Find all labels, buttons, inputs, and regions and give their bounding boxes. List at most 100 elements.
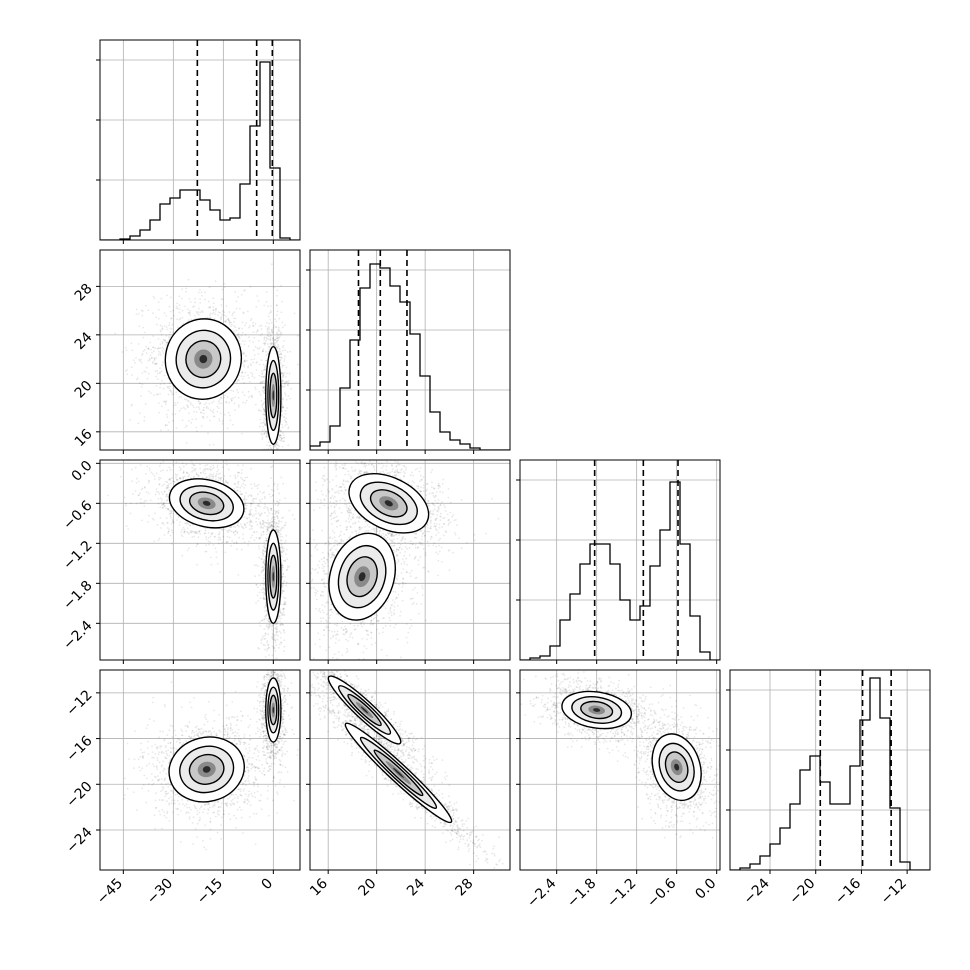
panel-frame bbox=[519, 669, 721, 871]
contour-line bbox=[344, 722, 453, 824]
x-tick-label: 20 bbox=[356, 876, 380, 900]
contour-line bbox=[269, 554, 278, 599]
x-tick-label: 0 bbox=[259, 876, 277, 894]
x-tick-label: −2.4 bbox=[524, 875, 559, 910]
density-level-4 bbox=[360, 706, 369, 714]
contour-line bbox=[265, 529, 282, 625]
x-tick-label: −12 bbox=[878, 876, 910, 908]
histogram-panel-2 bbox=[310, 250, 510, 450]
y-tick-label: −0.6 bbox=[60, 498, 95, 533]
y-tick-label: −1.2 bbox=[60, 538, 95, 573]
contour-line bbox=[359, 736, 438, 809]
x-tick-label: 28 bbox=[453, 876, 477, 900]
histogram-step bbox=[310, 263, 510, 450]
contour-line bbox=[188, 753, 225, 785]
contour-line bbox=[267, 542, 280, 611]
contour-line bbox=[265, 677, 282, 743]
contour-line bbox=[580, 700, 614, 720]
contour-line bbox=[188, 491, 225, 516]
density-level-4 bbox=[593, 708, 601, 712]
density-level-4 bbox=[393, 767, 404, 778]
density-level-4 bbox=[272, 571, 275, 582]
panel-frame bbox=[99, 39, 301, 241]
density-level-4 bbox=[272, 706, 275, 714]
panel-frame bbox=[309, 249, 511, 451]
x-tick-label: −1.8 bbox=[564, 876, 599, 911]
contour-line bbox=[337, 544, 387, 609]
contour-line bbox=[175, 329, 232, 389]
contour-line bbox=[168, 478, 245, 529]
density-level-4 bbox=[272, 390, 275, 401]
contour-line bbox=[164, 318, 243, 401]
x-tick-label: −20 bbox=[786, 876, 818, 908]
histogram-step bbox=[730, 677, 930, 870]
contour-line bbox=[265, 345, 282, 445]
y-tick-label: −24 bbox=[63, 824, 95, 856]
panel-frame bbox=[99, 669, 301, 871]
contour-line bbox=[328, 532, 396, 621]
scatter-panel-3-1 bbox=[100, 460, 300, 660]
contour-line bbox=[373, 749, 424, 797]
x-tick-label: 24 bbox=[404, 875, 428, 899]
scatter-panel-4-2 bbox=[310, 670, 510, 870]
scatter-panel-4-1 bbox=[100, 670, 300, 870]
scatter-panel-4-3 bbox=[520, 670, 720, 870]
y-tick-label: −2.4 bbox=[60, 618, 95, 653]
histogram-panel-3 bbox=[520, 460, 720, 660]
contour-line bbox=[347, 693, 382, 727]
panel-frame bbox=[729, 669, 931, 871]
panel-frame bbox=[309, 459, 511, 661]
panel-frame bbox=[99, 459, 301, 661]
contour-line bbox=[571, 696, 623, 724]
panel-frame bbox=[519, 459, 721, 661]
histogram-step bbox=[100, 61, 300, 240]
histogram-panel-1 bbox=[100, 40, 300, 240]
panel-frame bbox=[309, 669, 511, 871]
x-tick-label: −24 bbox=[741, 875, 773, 907]
contour-line bbox=[359, 481, 418, 526]
contour-line bbox=[369, 489, 408, 518]
x-tick-label: −45 bbox=[94, 876, 126, 908]
y-tick-label: −12 bbox=[63, 687, 95, 719]
contour-line bbox=[267, 686, 280, 734]
y-tick-label: −20 bbox=[63, 779, 95, 811]
contour-line bbox=[346, 556, 378, 598]
contour-line bbox=[337, 685, 392, 735]
density-level-4 bbox=[358, 572, 366, 582]
density-level-4 bbox=[202, 500, 211, 506]
contour-line bbox=[267, 359, 280, 432]
y-tick-label: −1.8 bbox=[60, 578, 95, 613]
panel-frame bbox=[99, 249, 301, 451]
scatter-panel-3-2 bbox=[310, 460, 510, 660]
contour-line bbox=[561, 690, 633, 730]
contour-line bbox=[664, 751, 689, 784]
density-level-4 bbox=[199, 354, 208, 364]
x-tick-label: −30 bbox=[144, 876, 176, 908]
density-level-4 bbox=[202, 766, 211, 773]
contour-line bbox=[269, 694, 278, 726]
y-tick-label: 20 bbox=[72, 378, 96, 402]
x-tick-label: −15 bbox=[194, 876, 226, 908]
contour-line bbox=[327, 675, 402, 745]
histogram-panel-4 bbox=[730, 670, 930, 870]
contour-line bbox=[179, 745, 235, 794]
contour-line bbox=[269, 372, 278, 419]
contour-line bbox=[185, 340, 222, 379]
histogram-step bbox=[520, 481, 720, 660]
density-level-4 bbox=[384, 500, 393, 507]
scatter-panel-2-1 bbox=[100, 250, 300, 450]
y-tick-label: 28 bbox=[72, 281, 96, 305]
density-level-4 bbox=[674, 763, 680, 771]
x-tick-label: 16 bbox=[307, 875, 331, 899]
contour-line bbox=[179, 485, 234, 522]
y-tick-label: −16 bbox=[63, 733, 95, 765]
contour-line bbox=[658, 742, 695, 792]
contour-line bbox=[348, 473, 430, 534]
y-tick-label: 16 bbox=[72, 426, 96, 450]
x-tick-label: −1.2 bbox=[604, 876, 639, 911]
y-tick-label: 24 bbox=[72, 329, 96, 353]
x-tick-label: −16 bbox=[832, 875, 864, 907]
x-tick-label: 0.0 bbox=[692, 876, 719, 903]
y-tick-label: 0.0 bbox=[69, 458, 96, 485]
contour-line bbox=[651, 733, 702, 802]
